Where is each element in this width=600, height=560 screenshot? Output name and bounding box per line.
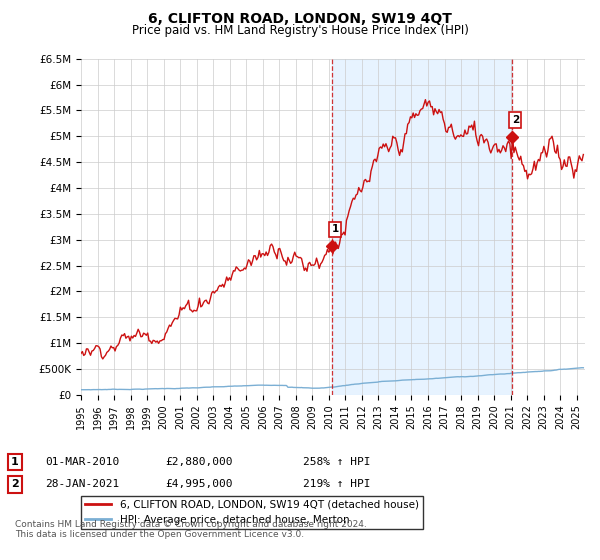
Bar [332,59,512,395]
Text: 2: 2 [512,115,519,125]
Text: 28-JAN-2021: 28-JAN-2021 [45,479,119,489]
Text: 2: 2 [11,479,19,489]
Text: 01-MAR-2010: 01-MAR-2010 [45,457,119,467]
Text: 258% ↑ HPI: 258% ↑ HPI [303,457,371,467]
Text: 219% ↑ HPI: 219% ↑ HPI [303,479,371,489]
Legend: 6, CLIFTON ROAD, LONDON, SW19 4QT (detached house), HPI: Average price, detached: 6, CLIFTON ROAD, LONDON, SW19 4QT (detac… [81,496,423,529]
Text: 1: 1 [331,225,338,235]
Text: £2,880,000: £2,880,000 [165,457,233,467]
Text: Contains HM Land Registry data © Crown copyright and database right 2024.
This d: Contains HM Land Registry data © Crown c… [15,520,367,539]
Text: 1: 1 [11,457,19,467]
Text: Price paid vs. HM Land Registry's House Price Index (HPI): Price paid vs. HM Land Registry's House … [131,24,469,36]
Text: £4,995,000: £4,995,000 [165,479,233,489]
Text: 6, CLIFTON ROAD, LONDON, SW19 4QT: 6, CLIFTON ROAD, LONDON, SW19 4QT [148,12,452,26]
